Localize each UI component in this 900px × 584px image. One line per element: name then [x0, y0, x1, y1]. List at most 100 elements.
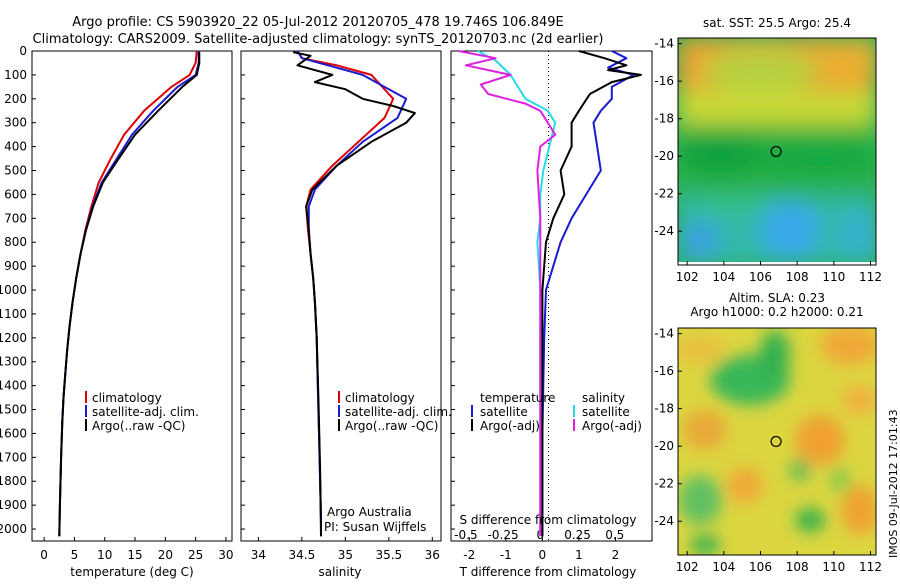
legend-label-climatology: climatology: [92, 391, 162, 405]
depth-tick-label: 200: [4, 92, 27, 106]
x-tick-label: 36: [425, 548, 440, 562]
salinity-profiles: [292, 50, 416, 537]
x-tick-label: 25: [188, 548, 203, 562]
map-x-tick-label: 108: [786, 270, 809, 284]
legend-label-climatology: climatology: [345, 391, 415, 405]
map-y-tick-label: -20: [654, 149, 674, 163]
map-x-tick-label: 102: [676, 270, 699, 284]
legend-label-argo: Argo(..raw -QC): [345, 419, 438, 433]
imos-timestamp-text: IMOS 09-Jul-2012 17:01:43: [887, 409, 900, 558]
depth-tick-label: 400: [4, 140, 27, 154]
profile-line-temperature-argo-adj: [541, 50, 642, 537]
depth-tick-label: 800: [4, 235, 27, 249]
map-x-tick-label: 104: [712, 560, 735, 574]
x-tick-label: 0.5: [605, 528, 624, 542]
x-tick-label: -2: [463, 548, 475, 562]
profile-line-satellite-adj-clim: [58, 51, 200, 537]
salinity-x-label: salinity: [318, 565, 361, 579]
profile-line-argo-raw-qc: [58, 52, 201, 537]
legend-label-satellite: satellite-adj. clim.: [92, 405, 199, 419]
depth-tick-label: 700: [4, 211, 27, 225]
sst-map-frame: [677, 37, 877, 266]
map-x-tick-label: 106: [749, 270, 772, 284]
sst-map-title: sat. SST: 25.5 Argo: 25.4: [703, 16, 851, 30]
map-x-tick-label: 110: [822, 560, 845, 574]
profile-line-climatology: [58, 50, 198, 537]
legend-label-s-argo: Argo(-adj): [582, 419, 642, 433]
depth-tick-label: 1600: [0, 426, 27, 440]
x-tick-label: 34: [251, 548, 266, 562]
x-tick-label: 20: [158, 548, 173, 562]
map-y-tick-label: -20: [654, 439, 674, 453]
s-difference-label: S difference from climatology: [460, 513, 637, 527]
temperature-panel: [31, 50, 233, 542]
map-x-tick-label: 106: [749, 560, 772, 574]
difference-profiles: [458, 50, 642, 537]
x-tick-label: 1: [575, 548, 583, 562]
sla-map-field: [678, 328, 876, 555]
legend-label-s-satellite: satellite: [582, 405, 630, 419]
temperature-legend: climatology satellite-adj. clim. Argo(..…: [85, 391, 199, 433]
depth-tick-label: 1000: [0, 283, 27, 297]
salinity-panel: [240, 50, 442, 542]
argo-float-marker-sla: [770, 435, 782, 448]
legend-label-argo: Argo(..raw -QC): [92, 419, 185, 433]
depth-tick-label: 2000: [0, 522, 27, 536]
credit-pi: PI: Susan Wijffels: [324, 520, 426, 534]
x-tick-label: -0.5: [454, 528, 477, 542]
depth-tick-label: 500: [4, 164, 27, 178]
depth-tick-label: 0: [19, 44, 27, 58]
map-y-tick-label: -24: [654, 224, 674, 238]
x-tick-label: 35.5: [375, 548, 402, 562]
temperature-profiles: [58, 50, 201, 537]
legend-head-salinity: salinity: [582, 391, 625, 405]
depth-tick-label: 1800: [0, 474, 27, 488]
salinity-x-ticks: 34 34.5 35 35.5 36: [251, 537, 440, 562]
map-y-tick-label: -22: [654, 187, 674, 201]
sst-map-ticks: -14 -16 -18 -20 -22 -24 102 104 106 108 110 112: [654, 37, 882, 284]
depth-tick-label: 300: [4, 116, 27, 130]
legend-label-satellite: satellite-adj. clim.: [345, 405, 452, 419]
map-y-tick-label: -24: [654, 514, 674, 528]
credit-argo-australia: Argo Australia: [327, 505, 412, 519]
imos-timestamp: IMOS 09-Jul-2012 17:01:43: [886, 300, 900, 580]
profile-line-argo-raw-qc: [292, 51, 416, 537]
salinity-legend: climatology satellite-adj. clim. Argo(..…: [338, 391, 452, 433]
x-tick-label: -1: [500, 548, 512, 562]
map-y-tick-label: -16: [654, 74, 674, 88]
x-tick-label: -0.25: [488, 528, 519, 542]
legend-label-t-argo: Argo(-adj): [480, 419, 540, 433]
map-x-tick-label: 110: [822, 270, 845, 284]
sla-map-title-1: Altim. SLA: 0.23: [729, 291, 825, 305]
map-x-tick-label: 112: [859, 270, 882, 284]
difference-panel: [450, 50, 653, 542]
profile-line-salinity-argo-adj: [458, 50, 557, 537]
difference-x-ticks: -0.5 -0.25 0 0.25 0.5-2 -1 0 1 2: [454, 528, 624, 562]
depth-tick-label: 1200: [0, 331, 27, 345]
map-x-tick-label: 108: [786, 560, 809, 574]
map-y-tick-label: -22: [654, 477, 674, 491]
profile-line-climatology: [296, 50, 395, 537]
depth-tick-label: 1300: [0, 355, 27, 369]
sla-map-frame: [677, 327, 877, 556]
x-tick-label: 0.25: [564, 528, 591, 542]
depth-axis: 0 100 200 300 400 500 600 700 800 900 1000 1100 1200…: [0, 44, 455, 536]
x-tick-label: 15: [127, 548, 142, 562]
profile-line-temperature-satellite: [541, 50, 635, 537]
legend-head-temperature: temperature: [480, 391, 555, 405]
x-tick-label: 35: [338, 548, 353, 562]
x-tick-label: 2: [612, 548, 620, 562]
depth-tick-label: 1100: [0, 307, 27, 321]
depth-tick-label: 600: [4, 187, 27, 201]
x-tick-label: 0: [539, 548, 547, 562]
sst-map-field: [678, 38, 876, 264]
x-tick-label: 0: [40, 548, 48, 562]
profile-line-salinity-satellite: [477, 50, 557, 537]
temperature-x-ticks: 0 5 10 15 20 25 30: [40, 537, 234, 562]
x-tick-label: 5: [71, 548, 79, 562]
depth-tick-label: 100: [4, 68, 27, 82]
map-y-tick-label: -14: [654, 37, 674, 51]
map-y-tick-label: -18: [654, 402, 674, 416]
x-tick-label: 10: [97, 548, 112, 562]
